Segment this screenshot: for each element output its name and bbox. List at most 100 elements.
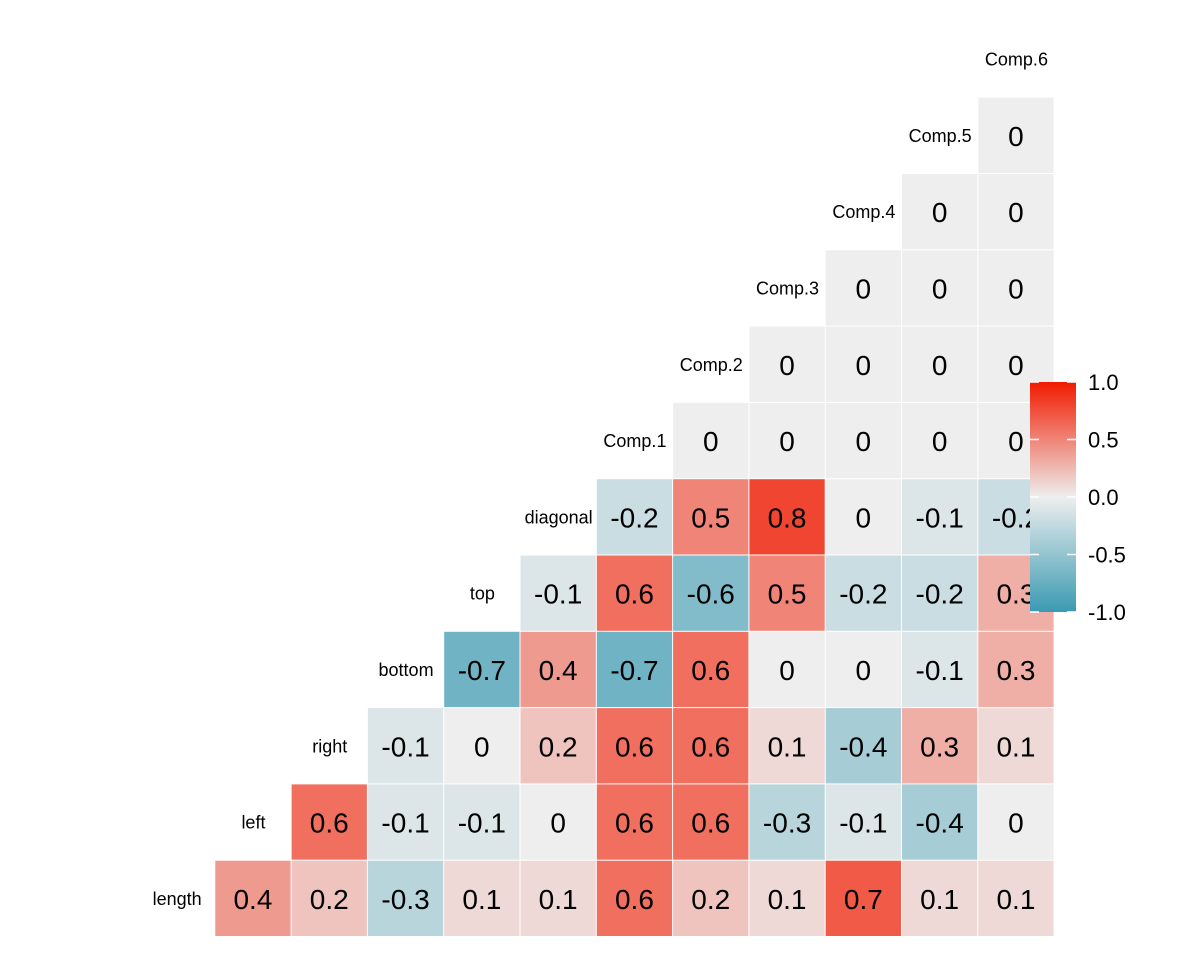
cell-value-label: 0.3	[996, 655, 1035, 686]
cell-value-label: -0.2	[610, 502, 658, 533]
cell-value-label: 0	[856, 273, 872, 304]
heatmap-cell	[749, 860, 825, 936]
heatmap-cell	[367, 784, 444, 860]
variable-label: Comp.3	[756, 278, 819, 298]
cell-value-label: 0	[1008, 121, 1024, 152]
cell-value-label: -0.4	[839, 731, 887, 762]
cell-value-label: -0.3	[763, 808, 811, 839]
variable-label: Comp.5	[909, 126, 972, 146]
variable-label: top	[470, 584, 495, 604]
cell-value-label: -0.1	[381, 731, 429, 762]
cell-value-label: 0	[779, 655, 795, 686]
cell-value-label: 0.8	[768, 502, 807, 533]
cell-value-label: 0	[932, 350, 948, 381]
heatmap-cell	[902, 402, 978, 479]
cell-value-label: 0.7	[844, 884, 883, 915]
cell-value-label: 0	[932, 273, 948, 304]
heatmap-cell	[596, 708, 673, 784]
cell-value-label: 0	[932, 197, 948, 228]
cell-value-label: -0.6	[687, 579, 735, 610]
heatmap-cell	[520, 631, 596, 708]
cell-value-label: 0.1	[996, 731, 1035, 762]
cell-value-label: 0.3	[920, 731, 959, 762]
heatmap-cell	[749, 326, 825, 402]
heatmap-cell	[673, 402, 749, 479]
cell-value-label: -0.2	[839, 579, 887, 610]
cell-value-label: 0.6	[691, 808, 730, 839]
heatmap-cell	[749, 631, 825, 708]
cell-value-label: -0.1	[839, 808, 887, 839]
heatmap-cells: 0.4 0.2 -0.3 0.1 0.1 0.6 0.2 0.1 0.7 0.1 0.1 0.6 -0.…	[215, 97, 1054, 936]
variable-label: left	[241, 813, 265, 833]
heatmap-cell	[825, 784, 901, 860]
legend-tick-label: -0.5	[1088, 543, 1126, 568]
heatmap-cell	[749, 708, 825, 784]
cell-value-label: 0	[1008, 197, 1024, 228]
heatmap-cell	[825, 250, 901, 326]
cell-value-label: 0.4	[233, 884, 272, 915]
heatmap-cell	[902, 326, 978, 402]
heatmap-cell	[596, 860, 673, 936]
heatmap-cell	[215, 860, 291, 936]
cell-value-label: 0.1	[768, 731, 807, 762]
variable-label: bottom	[379, 660, 434, 680]
cell-value-label: -0.7	[458, 655, 506, 686]
heatmap-cell	[978, 250, 1054, 326]
cell-value-label: -0.1	[916, 502, 964, 533]
heatmap-cell	[444, 784, 520, 860]
variable-label: Comp.6	[985, 50, 1048, 70]
cell-value-label: 0	[779, 426, 795, 457]
cell-value-label: 0.1	[996, 884, 1035, 915]
legend-tick-label: 0.5	[1088, 428, 1119, 453]
heatmap-cell	[825, 326, 901, 402]
cell-value-label: -0.1	[916, 655, 964, 686]
variable-label: Comp.2	[680, 355, 743, 375]
cell-value-label: 0	[779, 350, 795, 381]
cell-value-label: 0.5	[768, 579, 807, 610]
heatmap-cell	[444, 631, 520, 708]
cell-value-label: 0.2	[310, 884, 349, 915]
heatmap-cell	[902, 555, 978, 631]
cell-value-label: 0	[550, 808, 566, 839]
cell-value-label: 0.5	[691, 502, 730, 533]
heatmap-cell	[291, 784, 367, 860]
variable-labels: length left right bottom top diagonal Comp.1 Co…	[153, 50, 1048, 909]
heatmap-cell	[520, 708, 596, 784]
heatmap-cell	[749, 479, 825, 555]
cell-value-label: 0.6	[691, 655, 730, 686]
variable-label: Comp.1	[603, 431, 666, 451]
cell-value-label: 0	[703, 426, 719, 457]
heatmap-cell	[291, 860, 367, 936]
cell-value-label: 0	[932, 426, 948, 457]
cell-value-label: 0.1	[462, 884, 501, 915]
cell-value-label: 0.2	[539, 731, 578, 762]
variable-label: Comp.4	[832, 202, 895, 222]
cell-value-label: -0.4	[916, 808, 964, 839]
cell-value-label: 0.1	[920, 884, 959, 915]
cell-value-label: 0	[1008, 350, 1024, 381]
cell-value-label: 0	[1008, 273, 1024, 304]
heatmap-cell	[444, 708, 520, 784]
heatmap-cell	[749, 784, 825, 860]
heatmap-cell	[749, 402, 825, 479]
variable-label: diagonal	[525, 507, 593, 527]
heatmap-cell	[902, 174, 978, 250]
heatmap-cell	[825, 860, 901, 936]
heatmap-cell	[902, 479, 978, 555]
cell-value-label: 0.2	[691, 884, 730, 915]
heatmap-cell	[825, 708, 901, 784]
heatmap-cell	[596, 631, 673, 708]
legend-tick-label: -1.0	[1088, 600, 1126, 625]
heatmap-cell	[978, 97, 1054, 173]
cell-value-label: 0.6	[615, 884, 654, 915]
cell-value-label: 0	[856, 502, 872, 533]
heatmap-cell	[978, 708, 1054, 784]
heatmap-cell	[978, 860, 1054, 936]
variable-label: length	[153, 889, 202, 909]
heatmap-cell	[978, 174, 1054, 250]
cell-value-label: 0.6	[310, 808, 349, 839]
heatmap-cell	[520, 860, 596, 936]
cell-value-label: 0	[856, 426, 872, 457]
heatmap-cell	[673, 860, 749, 936]
cell-value-label: 0.1	[768, 884, 807, 915]
